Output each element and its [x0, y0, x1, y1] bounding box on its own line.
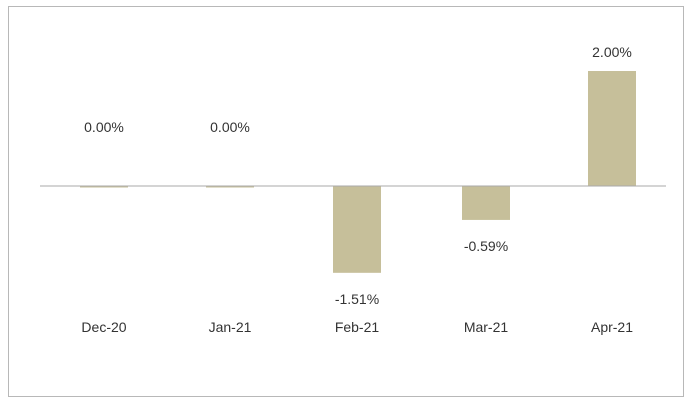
data-label-mar-21: -0.59%: [464, 238, 508, 254]
data-label-feb-21: -1.51%: [335, 291, 379, 307]
data-label-apr-21: 2.00%: [592, 44, 632, 60]
bars-layer: [80, 71, 636, 273]
bar-apr-21: [588, 71, 636, 186]
data-labels-layer: 0.00% 0.00% -1.51% -0.59% 2.00%: [84, 44, 632, 307]
category-label-jan-21: Jan-21: [209, 319, 252, 335]
category-label-apr-21: Apr-21: [591, 319, 633, 335]
bar-feb-21: [333, 186, 381, 273]
category-label-feb-21: Feb-21: [335, 319, 380, 335]
data-label-dec-20: 0.00%: [84, 119, 124, 135]
category-label-mar-21: Mar-21: [464, 319, 509, 335]
bar-dec-20: [80, 186, 128, 188]
category-label-dec-20: Dec-20: [81, 319, 126, 335]
category-labels-layer: Dec-20 Jan-21 Feb-21 Mar-21 Apr-21: [81, 319, 633, 335]
bar-jan-21: [206, 186, 254, 188]
bar-mar-21: [462, 186, 510, 220]
data-label-jan-21: 0.00%: [210, 119, 250, 135]
